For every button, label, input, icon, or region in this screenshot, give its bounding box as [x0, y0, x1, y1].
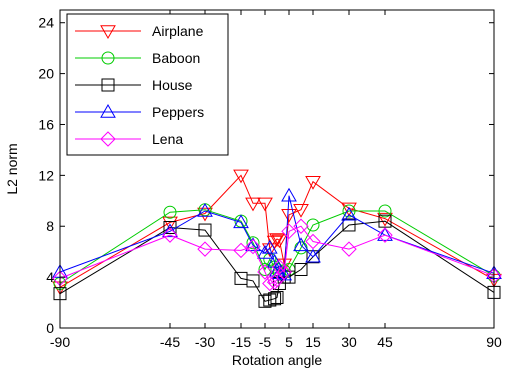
y-axis-label: L2 norm: [4, 143, 20, 194]
data-point-lena: [341, 241, 357, 257]
data-point-house: [246, 274, 260, 288]
y-tick-label: 4: [46, 269, 54, 285]
data-point-lena: [262, 275, 278, 292]
data-point-baboon: [342, 204, 356, 218]
axes-frame: [59, 9, 495, 329]
legend-marker-lena: [100, 131, 116, 147]
data-point-peppers: [293, 237, 309, 252]
x-tick-label: 45: [377, 334, 393, 350]
series-line-house: [59, 220, 495, 302]
data-point-peppers: [245, 237, 261, 252]
data-point-house: [342, 218, 356, 232]
data-point-baboon: [246, 236, 260, 250]
data-point-lena: [276, 264, 292, 280]
legend-entry-baboon: Baboon: [75, 50, 200, 66]
data-point-house: [268, 292, 282, 306]
data-point-airplane: [305, 175, 321, 190]
data-point-peppers: [162, 223, 178, 238]
axis-ticks-layer: -90 -45 -30 -15 -5 5 15 30 45 90 0 4 8 12 16 20 24: [38, 10, 502, 350]
data-point-baboon: [163, 205, 177, 219]
data-point-house: [263, 293, 277, 307]
legend-entry-peppers: Peppers: [75, 103, 204, 120]
legend-label-peppers: Peppers: [152, 104, 204, 120]
x-tick-label: -15: [231, 334, 251, 350]
data-point-airplane: [162, 216, 178, 231]
x-tick-label: -90: [50, 334, 70, 350]
data-point-baboon: [378, 204, 392, 218]
legend-label-lena: Lena: [152, 131, 183, 147]
legend-entry-airplane: Airplane: [75, 23, 204, 40]
y-tick-label: 12: [38, 167, 54, 183]
x-tick-label: -5: [259, 334, 272, 350]
data-point-peppers: [341, 206, 357, 221]
data-point-lena: [305, 233, 321, 250]
data-point-house: [294, 262, 308, 276]
data-point-lena: [197, 241, 213, 257]
y-tick-label: 20: [38, 66, 54, 82]
data-point-airplane: [281, 209, 297, 223]
legend-entry-house: House: [75, 77, 193, 93]
legend: Airplane Baboon House Peppers Lena: [66, 13, 229, 156]
data-point-airplane: [261, 243, 278, 258]
x-tick-label: 5: [285, 334, 293, 350]
data-point-airplane: [269, 233, 285, 247]
series-line-airplane: [59, 174, 495, 288]
y-tick-label: 0: [46, 320, 54, 336]
data-point-peppers: [281, 187, 297, 202]
y-tick-label: 24: [38, 15, 54, 31]
data-point-airplane: [271, 234, 288, 249]
data-point-lena: [293, 218, 309, 234]
legend-label-baboon: Baboon: [152, 50, 200, 66]
data-point-lena: [162, 227, 178, 243]
x-tick-label: 30: [341, 334, 357, 350]
data-point-peppers: [233, 214, 249, 229]
data-point-house: [282, 270, 296, 284]
data-point-peppers: [197, 202, 213, 217]
series-line-lena: [59, 225, 495, 285]
data-point-airplane: [377, 212, 393, 227]
data-point-lena: [245, 238, 261, 255]
series-peppers: [52, 187, 502, 281]
data-point-lena: [269, 271, 285, 288]
legend-marker-airplane: [100, 25, 116, 40]
data-point-peppers: [257, 244, 273, 259]
data-point-peppers: [305, 248, 321, 263]
legend-entry-lena: Lena: [75, 131, 183, 147]
legend-marker-peppers: [100, 103, 116, 118]
x-axis-label: Rotation angle: [232, 352, 323, 368]
data-point-lena: [233, 242, 249, 259]
data-point-house: [198, 223, 212, 237]
data-point-airplane: [257, 197, 273, 212]
data-point-peppers: [377, 227, 393, 241]
legend-label-house: House: [152, 77, 193, 93]
legend-label-airplane: Airplane: [152, 23, 204, 39]
data-point-peppers: [261, 239, 278, 254]
x-tick-label: -30: [195, 334, 215, 350]
data-point-peppers: [271, 265, 288, 280]
x-tick-label: 90: [486, 334, 502, 350]
data-point-lena: [257, 264, 273, 280]
data-point-airplane: [233, 169, 249, 184]
legend-marker-baboon: [101, 51, 115, 65]
y-tick-label: 16: [38, 116, 54, 132]
data-point-house: [270, 290, 284, 304]
data-point-airplane: [293, 203, 309, 218]
data-point-airplane: [245, 197, 261, 212]
data-point-lena: [281, 223, 297, 240]
x-tick-label: -45: [160, 334, 180, 350]
data-point-peppers: [269, 262, 285, 277]
y-tick-label: 8: [46, 218, 54, 234]
x-tick-label: 15: [305, 334, 321, 350]
legend-marker-house: [101, 78, 115, 92]
series-lena: [52, 218, 502, 292]
data-point-airplane: [341, 202, 357, 217]
data-point-lena: [377, 227, 393, 243]
